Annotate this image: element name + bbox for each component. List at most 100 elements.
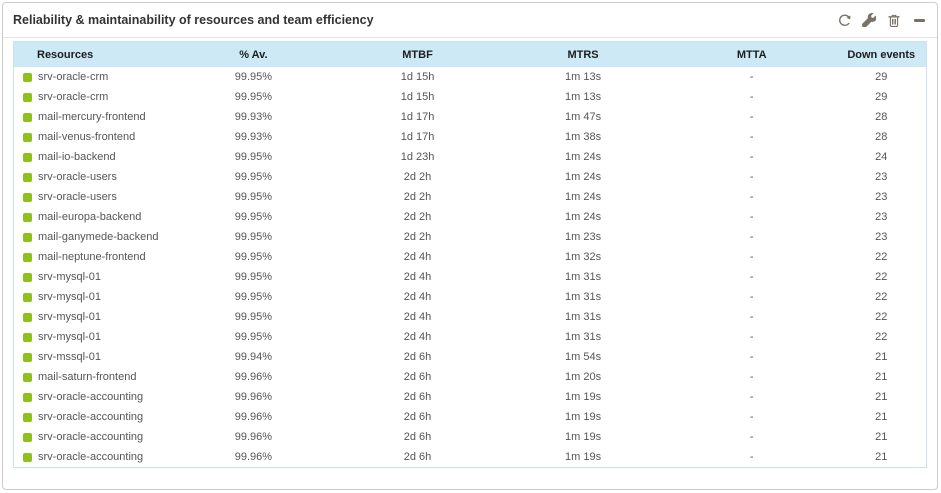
resource-name: mail-venus-frontend	[38, 131, 136, 143]
resource-cell: srv-mysql-01	[14, 291, 171, 303]
mtrs-cell: 1m 31s	[565, 291, 602, 303]
mtbf-cell: 2d 4h	[403, 291, 432, 303]
mtbf-cell: 2d 6h	[403, 411, 432, 423]
mtta-cell: -	[749, 291, 754, 303]
mtta-cell: -	[749, 351, 754, 363]
availability-cell: 99.95%	[234, 271, 273, 283]
down-events-cell: 22	[875, 311, 888, 323]
mtrs-cell: 1m 24s	[565, 171, 602, 183]
resource-name: mail-neptune-frontend	[38, 251, 146, 263]
refresh-icon[interactable]	[836, 12, 852, 28]
availability-cell: 99.96%	[234, 371, 273, 383]
reliability-table: Resources % Av. MTBF MTRS MTTA Down even…	[13, 41, 927, 468]
mtrs-cell: 1m 24s	[565, 151, 602, 163]
status-ok-icon	[23, 312, 32, 322]
resource-name: mail-europa-backend	[38, 211, 142, 223]
resource-cell: mail-venus-frontend	[14, 131, 171, 143]
mtta-cell: -	[749, 131, 754, 143]
resource-cell: srv-oracle-users	[14, 171, 171, 183]
availability-cell: 99.95%	[234, 71, 273, 83]
mtrs-cell: 1m 54s	[565, 351, 602, 363]
mtrs-cell: 1m 19s	[565, 451, 602, 463]
resource-name: srv-mysql-01	[38, 311, 101, 323]
availability-cell: 99.95%	[234, 231, 273, 243]
resource-name: srv-oracle-crm	[38, 91, 109, 103]
mtta-cell: -	[749, 251, 754, 263]
resource-cell: srv-oracle-crm	[14, 71, 171, 83]
availability-cell: 99.95%	[234, 191, 273, 203]
resource-cell: srv-mysql-01	[14, 331, 171, 343]
mtta-cell: -	[749, 271, 754, 283]
mtbf-cell: 2d 6h	[403, 371, 432, 383]
resource-name: mail-ganymede-backend	[38, 231, 159, 243]
column-header-down-events: Down events	[847, 48, 916, 61]
table-row: mail-neptune-frontend 99.95% 2d 4h 1m 32…	[14, 247, 926, 267]
table-row: srv-oracle-users 99.95% 2d 2h 1m 24s - 2…	[14, 167, 926, 187]
status-ok-icon	[23, 212, 32, 222]
resource-cell: mail-mercury-frontend	[14, 111, 171, 123]
mtrs-cell: 1m 13s	[565, 91, 602, 103]
resource-name: mail-io-backend	[38, 151, 116, 163]
resource-cell: srv-oracle-accounting	[14, 451, 171, 463]
mtrs-cell: 1m 24s	[565, 191, 602, 203]
availability-cell: 99.95%	[234, 151, 273, 163]
status-ok-icon	[23, 152, 32, 162]
mtrs-cell: 1m 23s	[565, 231, 602, 243]
status-ok-icon	[23, 112, 32, 122]
mtta-cell: -	[749, 431, 754, 443]
trash-icon[interactable]	[886, 12, 902, 28]
table-row: mail-europa-backend 99.95% 2d 2h 1m 24s …	[14, 207, 926, 227]
resource-name: mail-mercury-frontend	[38, 111, 146, 123]
mtta-cell: -	[749, 391, 754, 403]
status-ok-icon	[23, 72, 32, 82]
mtrs-cell: 1m 31s	[565, 271, 602, 283]
mtrs-cell: 1m 13s	[565, 71, 602, 83]
mtbf-cell: 1d 17h	[400, 111, 435, 123]
resource-name: srv-oracle-accounting	[38, 411, 144, 423]
column-header-resources: Resources	[37, 48, 94, 61]
mtbf-cell: 2d 4h	[403, 271, 432, 283]
mtbf-cell: 2d 6h	[403, 391, 432, 403]
resource-cell: mail-io-backend	[14, 151, 171, 163]
mtta-cell: -	[749, 151, 754, 163]
resource-name: srv-mssql-01	[38, 351, 101, 363]
table-row: srv-mssql-01 99.94% 2d 6h 1m 54s - 21	[14, 347, 926, 367]
mtbf-cell: 2d 2h	[403, 211, 432, 223]
widget-header: Reliability & maintainability of resourc…	[3, 3, 937, 38]
table-row: mail-mercury-frontend 99.93% 1d 17h 1m 4…	[14, 107, 926, 127]
table-row: srv-oracle-crm 99.95% 1d 15h 1m 13s - 29	[14, 87, 926, 107]
minus-icon[interactable]	[911, 12, 927, 28]
table-row: srv-mysql-01 99.95% 2d 4h 1m 31s - 22	[14, 327, 926, 347]
status-ok-icon	[23, 252, 32, 262]
down-events-cell: 22	[875, 271, 888, 283]
mtta-cell: -	[749, 451, 754, 463]
down-events-cell: 22	[875, 291, 888, 303]
resource-cell: srv-oracle-accounting	[14, 411, 171, 423]
mtrs-cell: 1m 31s	[565, 331, 602, 343]
resource-name: srv-mysql-01	[38, 271, 101, 283]
mtbf-cell: 2d 4h	[403, 331, 432, 343]
table-row: srv-oracle-crm 99.95% 1d 15h 1m 13s - 29	[14, 67, 926, 87]
resource-name: srv-oracle-accounting	[38, 391, 144, 403]
availability-cell: 99.96%	[234, 431, 273, 443]
resource-name: srv-oracle-accounting	[38, 451, 144, 463]
mtrs-cell: 1m 19s	[565, 411, 602, 423]
availability-cell: 99.94%	[234, 351, 273, 363]
status-ok-icon	[23, 92, 32, 102]
down-events-cell: 23	[875, 211, 888, 223]
down-events-cell: 21	[875, 451, 888, 463]
down-events-cell: 21	[875, 431, 888, 443]
status-ok-icon	[23, 172, 32, 182]
mtta-cell: -	[749, 311, 754, 323]
resource-cell: mail-saturn-frontend	[14, 371, 171, 383]
mtrs-cell: 1m 20s	[565, 371, 602, 383]
table-row: srv-mysql-01 99.95% 2d 4h 1m 31s - 22	[14, 287, 926, 307]
status-ok-icon	[23, 192, 32, 202]
resource-name: srv-oracle-users	[38, 191, 117, 203]
mtta-cell: -	[749, 211, 754, 223]
down-events-cell: 29	[875, 71, 888, 83]
wrench-icon[interactable]	[861, 12, 877, 28]
down-events-cell: 21	[875, 411, 888, 423]
availability-cell: 99.93%	[234, 131, 273, 143]
